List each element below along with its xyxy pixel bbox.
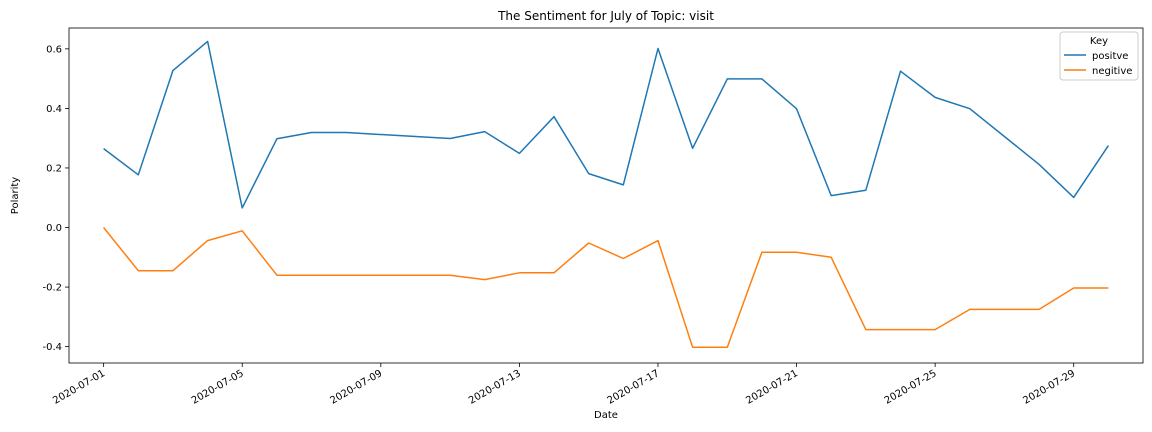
legend-box <box>1059 31 1139 81</box>
x-tick-label: 2020-07-13 <box>467 368 523 407</box>
y-axis-label: Polarity <box>10 177 21 215</box>
y-tick-label: -0.4 <box>42 342 62 353</box>
x-tick-label: 2020-07-05 <box>190 368 246 407</box>
y-tick-label: -0.2 <box>42 283 62 294</box>
legend-title: Key <box>1090 36 1108 47</box>
legend: Key positve negitive <box>1059 31 1139 81</box>
series-line-positve <box>103 40 1110 209</box>
x-tick-label: 2020-07-01 <box>51 368 107 407</box>
y-tick-label: 0.2 <box>46 163 62 174</box>
x-tick-label: 2020-07-09 <box>328 368 384 407</box>
series-line-negitive <box>103 227 1109 348</box>
x-tick-label: 2020-07-25 <box>883 368 939 407</box>
x-tick-label: 2020-07-29 <box>1021 368 1077 407</box>
chart-title: The Sentiment for July of Topic: visit <box>497 9 714 23</box>
legend-label-positve: positve <box>1092 51 1128 62</box>
y-tick-label: 0.0 <box>46 223 62 234</box>
plot-area <box>68 27 1144 364</box>
x-tick-label: 2020-07-21 <box>744 368 800 407</box>
y-tick-label: 0.6 <box>46 44 62 55</box>
y-tick-label: 0.4 <box>46 104 62 115</box>
x-tick-label: 2020-07-17 <box>606 368 662 407</box>
legend-label-negitive: negitive <box>1092 66 1132 77</box>
x-axis-label: Date <box>594 410 618 421</box>
